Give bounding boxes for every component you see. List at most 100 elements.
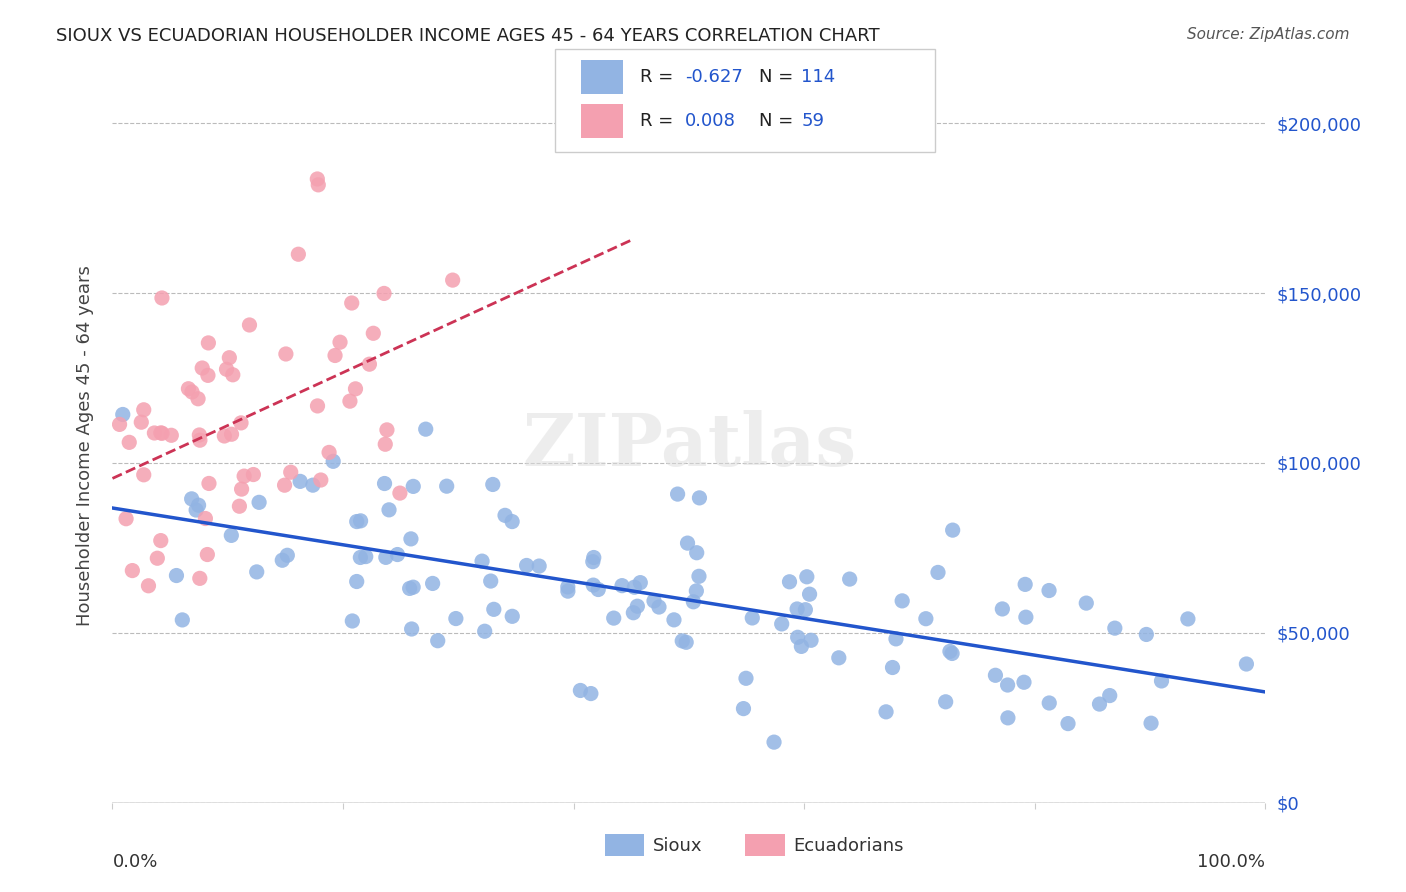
Point xyxy=(643,594,665,608)
Point xyxy=(1038,583,1060,598)
Point xyxy=(1038,696,1060,710)
Point xyxy=(274,347,297,361)
Point xyxy=(221,427,243,442)
Point xyxy=(471,554,494,568)
Point xyxy=(603,611,626,625)
Point xyxy=(444,611,467,625)
Point xyxy=(402,580,425,594)
Point xyxy=(302,478,325,492)
Point xyxy=(688,569,710,583)
Text: 59: 59 xyxy=(801,112,824,130)
Point xyxy=(188,571,211,585)
Point xyxy=(557,584,579,599)
Point xyxy=(838,572,860,586)
Point xyxy=(935,695,957,709)
Point xyxy=(1076,596,1098,610)
Point xyxy=(160,428,183,442)
Point xyxy=(610,579,633,593)
Point xyxy=(1098,689,1121,703)
Point xyxy=(215,362,238,376)
Point xyxy=(149,533,172,548)
Point xyxy=(222,368,245,382)
Point xyxy=(387,548,409,562)
Point xyxy=(676,536,699,550)
Point xyxy=(231,482,253,496)
Point xyxy=(132,467,155,482)
Point xyxy=(402,479,425,493)
Point xyxy=(344,382,367,396)
Point xyxy=(800,633,823,648)
Point xyxy=(346,515,368,529)
Point xyxy=(247,495,270,509)
Point xyxy=(688,491,710,505)
Point xyxy=(198,476,221,491)
Point xyxy=(671,633,693,648)
Point xyxy=(132,402,155,417)
Point xyxy=(927,566,949,580)
Point xyxy=(1150,673,1173,688)
Text: Ecuadorians: Ecuadorians xyxy=(793,837,904,855)
Text: Source: ZipAtlas.com: Source: ZipAtlas.com xyxy=(1187,27,1350,42)
Point xyxy=(276,549,298,563)
Point xyxy=(1135,627,1157,641)
Point xyxy=(388,486,411,500)
Point xyxy=(582,555,605,569)
Point xyxy=(582,550,605,565)
Point xyxy=(221,528,243,542)
Point xyxy=(1177,612,1199,626)
Point xyxy=(623,580,645,594)
Text: Sioux: Sioux xyxy=(652,837,702,855)
Text: SIOUX VS ECUADORIAN HOUSEHOLDER INCOME AGES 45 - 64 YEARS CORRELATION CHART: SIOUX VS ECUADORIAN HOUSEHOLDER INCOME A… xyxy=(56,27,880,45)
Point xyxy=(779,574,801,589)
Point xyxy=(375,423,398,437)
Point xyxy=(111,408,134,422)
Point xyxy=(915,612,938,626)
Point xyxy=(307,178,329,192)
Point xyxy=(527,559,550,574)
Text: R =: R = xyxy=(640,112,679,130)
Point xyxy=(479,574,502,588)
Text: 114: 114 xyxy=(801,68,835,86)
Text: 0.0%: 0.0% xyxy=(112,853,157,871)
Point xyxy=(374,550,396,565)
Point xyxy=(735,671,758,685)
Text: -0.627: -0.627 xyxy=(685,68,742,86)
Point xyxy=(997,678,1019,692)
Point xyxy=(621,606,644,620)
Point xyxy=(1057,716,1080,731)
Text: N =: N = xyxy=(759,68,799,86)
Text: R =: R = xyxy=(640,68,679,86)
Point xyxy=(494,508,516,523)
Point xyxy=(941,647,963,661)
Point xyxy=(197,368,219,383)
Point xyxy=(342,614,364,628)
Point xyxy=(682,595,704,609)
Point xyxy=(1014,577,1036,591)
Point xyxy=(346,574,368,589)
Point xyxy=(150,426,173,441)
Point xyxy=(246,565,269,579)
Point xyxy=(501,609,523,624)
Point xyxy=(233,469,256,483)
Point xyxy=(318,445,340,459)
Point xyxy=(579,687,602,701)
Point xyxy=(939,644,962,658)
Point xyxy=(172,613,194,627)
Point xyxy=(194,511,217,525)
Point xyxy=(1104,621,1126,635)
Point xyxy=(129,415,152,429)
Point xyxy=(322,454,344,468)
Point xyxy=(884,632,907,646)
Point xyxy=(374,437,396,451)
Point xyxy=(218,351,240,365)
Point xyxy=(794,603,817,617)
Point xyxy=(648,600,671,615)
Point xyxy=(188,428,211,442)
Point xyxy=(108,417,131,432)
Point xyxy=(181,384,204,399)
Point xyxy=(195,548,218,562)
Point xyxy=(166,568,188,582)
Point xyxy=(786,630,808,644)
Point xyxy=(187,498,209,512)
Point xyxy=(441,273,464,287)
